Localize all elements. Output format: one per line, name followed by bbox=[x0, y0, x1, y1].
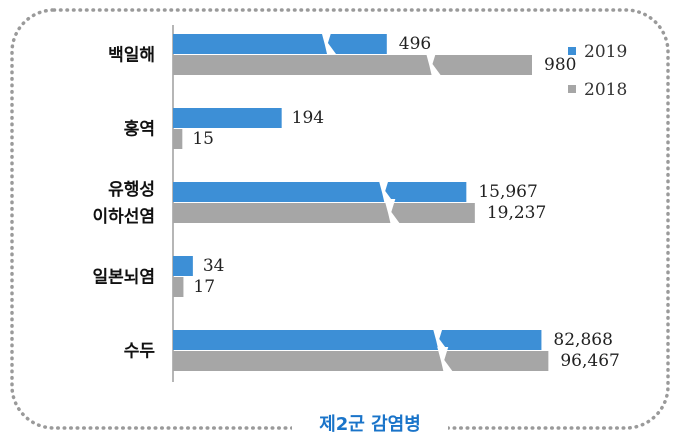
value-label: 34 bbox=[203, 256, 225, 276]
title-backdrop bbox=[292, 405, 448, 439]
category-label: 일본뇌염 bbox=[92, 268, 155, 288]
value-label: 980 bbox=[544, 55, 576, 75]
value-label: 15,967 bbox=[478, 182, 537, 202]
category-label: 유행성 bbox=[108, 180, 155, 200]
legend-entry: 2018 bbox=[584, 80, 627, 100]
value-label: 194 bbox=[292, 108, 324, 128]
category-label: 이하선염 bbox=[92, 207, 155, 227]
axis-break-mark bbox=[378, 178, 397, 206]
bar-2019 bbox=[173, 256, 193, 276]
bar-2019 bbox=[173, 330, 542, 350]
bar-2019 bbox=[173, 182, 467, 202]
bar-2019 bbox=[173, 108, 282, 128]
bar-2019 bbox=[173, 34, 387, 54]
value-label: 496 bbox=[399, 34, 431, 54]
value-label: 17 bbox=[193, 277, 215, 297]
bar-2018 bbox=[173, 203, 475, 223]
value-label: 82,868 bbox=[553, 330, 612, 350]
bar-2018 bbox=[173, 55, 532, 75]
bar-2018 bbox=[173, 277, 184, 297]
chart-title: 제2군 감염병 bbox=[319, 414, 421, 435]
value-label: 96,467 bbox=[560, 351, 619, 371]
axis-break-mark bbox=[384, 199, 403, 227]
bar-2018 bbox=[173, 351, 549, 371]
value-label: 19,237 bbox=[487, 203, 546, 223]
category-label: 수두 bbox=[124, 342, 156, 362]
category-label: 백일해 bbox=[108, 46, 155, 66]
bar-2018 bbox=[173, 129, 183, 149]
legend: 2019 2018 bbox=[568, 42, 627, 100]
legend-swatch bbox=[568, 85, 576, 93]
axis-break-mark bbox=[437, 347, 456, 375]
axis-break-mark bbox=[320, 30, 339, 58]
legend-swatch bbox=[568, 47, 576, 55]
axis-break-mark bbox=[425, 51, 444, 79]
legend-entry: 2019 bbox=[584, 42, 627, 62]
value-label: 15 bbox=[192, 129, 214, 149]
category-label: 홍역 bbox=[124, 119, 155, 140]
dotted-frame bbox=[10, 8, 670, 430]
axis-break-mark bbox=[432, 326, 451, 354]
